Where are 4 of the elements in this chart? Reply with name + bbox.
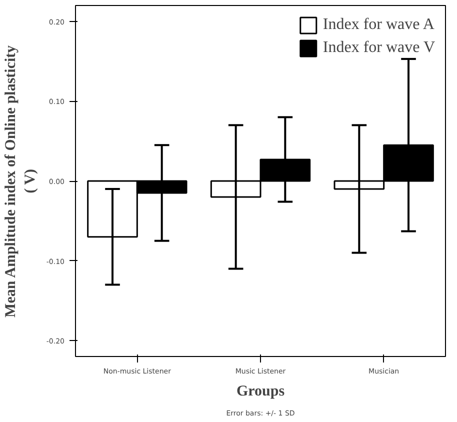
legend-label: Index for wave A xyxy=(322,16,434,34)
x-axis-title: Groups xyxy=(236,384,285,400)
legend-label: Index for wave V xyxy=(322,39,435,57)
y-axis-title: Mean Amplitude index of Online plasticity ( V) xyxy=(3,44,38,318)
